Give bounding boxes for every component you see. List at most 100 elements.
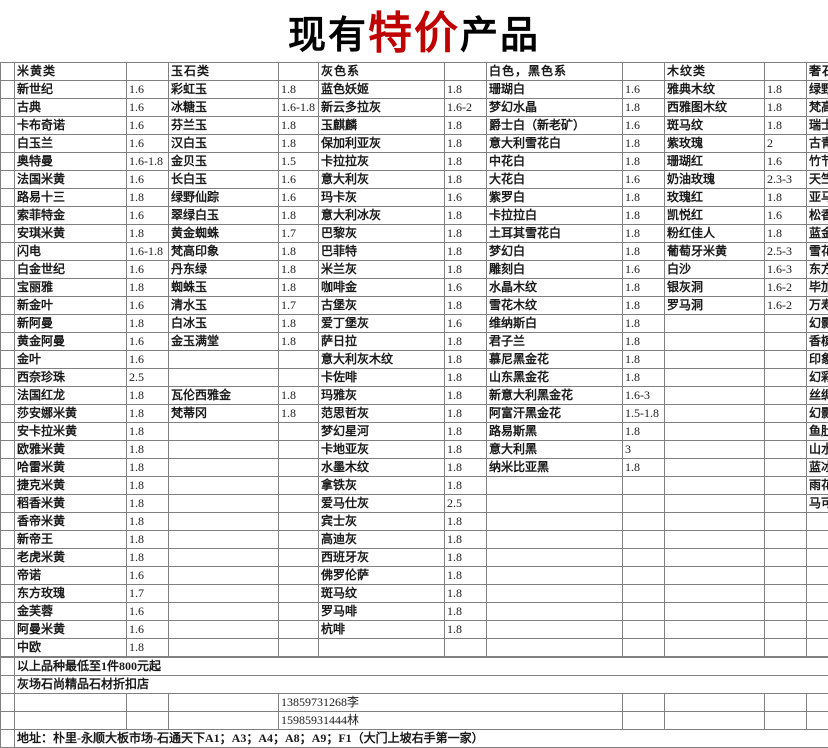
- product-name-cell[interactable]: 玫瑰红: [665, 189, 765, 207]
- product-price-cell[interactable]: 1.6: [127, 207, 169, 225]
- product-price-cell[interactable]: 1.8: [279, 117, 319, 135]
- product-price-cell[interactable]: 1.8: [765, 189, 807, 207]
- product-price-cell[interactable]: [279, 621, 319, 639]
- product-name-cell[interactable]: 卡拉拉灰: [319, 153, 445, 171]
- product-price-cell[interactable]: 1.6: [765, 153, 807, 171]
- product-name-cell[interactable]: 蓝色妖姬: [319, 81, 445, 99]
- product-price-cell[interactable]: [765, 567, 807, 585]
- product-price-cell[interactable]: 1.6-1.8: [127, 153, 169, 171]
- product-price-cell[interactable]: 1.8: [279, 261, 319, 279]
- product-name-cell[interactable]: 意大利冰灰: [319, 207, 445, 225]
- product-name-cell[interactable]: 翠绿白玉: [169, 207, 279, 225]
- product-price-cell[interactable]: [445, 639, 487, 657]
- product-price-cell[interactable]: [765, 441, 807, 459]
- product-price-cell[interactable]: [279, 603, 319, 621]
- product-name-cell[interactable]: 梵高印象: [169, 243, 279, 261]
- product-name-cell[interactable]: [487, 639, 623, 657]
- product-price-cell[interactable]: 1.8: [765, 99, 807, 117]
- product-price-cell[interactable]: 1.8: [765, 117, 807, 135]
- product-name-cell[interactable]: 稻香米黄: [15, 495, 127, 513]
- product-price-cell[interactable]: 2.3-3: [765, 171, 807, 189]
- product-name-cell[interactable]: 维纳斯白: [487, 315, 623, 333]
- product-price-cell[interactable]: 1.8: [445, 333, 487, 351]
- product-name-cell[interactable]: 罗马啡: [319, 603, 445, 621]
- product-name-cell[interactable]: 丹东绿: [169, 261, 279, 279]
- product-price-cell[interactable]: [279, 531, 319, 549]
- product-name-cell[interactable]: [487, 549, 623, 567]
- product-name-cell[interactable]: 山东黑金花: [487, 369, 623, 387]
- product-price-cell[interactable]: [279, 369, 319, 387]
- product-price-cell[interactable]: 1.8: [279, 405, 319, 423]
- product-name-cell[interactable]: 梵蒂冈: [169, 405, 279, 423]
- product-name-cell[interactable]: 范思哲灰: [319, 405, 445, 423]
- product-price-cell[interactable]: 1.8: [623, 99, 665, 117]
- product-name-cell[interactable]: [487, 621, 623, 639]
- product-name-cell[interactable]: 香帝米黄: [15, 513, 127, 531]
- product-price-cell[interactable]: 1.6: [623, 261, 665, 279]
- product-name-cell[interactable]: 哈雷米黄: [15, 459, 127, 477]
- product-price-cell[interactable]: 1.8: [445, 117, 487, 135]
- product-name-cell[interactable]: 雪花灰: [807, 243, 828, 261]
- product-price-cell[interactable]: [279, 459, 319, 477]
- product-price-cell[interactable]: 1.6-2: [765, 297, 807, 315]
- product-name-cell[interactable]: 亚马逊红: [807, 189, 828, 207]
- product-name-cell[interactable]: [665, 351, 765, 369]
- product-price-cell[interactable]: 1.8: [279, 207, 319, 225]
- product-price-cell[interactable]: [279, 423, 319, 441]
- product-price-cell[interactable]: [279, 567, 319, 585]
- product-price-cell[interactable]: 1.6: [127, 99, 169, 117]
- product-name-cell[interactable]: [169, 567, 279, 585]
- product-name-cell[interactable]: 水墨木纹: [319, 459, 445, 477]
- product-name-cell[interactable]: 新阿曼: [15, 315, 127, 333]
- product-name-cell[interactable]: 路易斯黑: [487, 423, 623, 441]
- product-price-cell[interactable]: 1.8: [623, 189, 665, 207]
- product-name-cell[interactable]: 东方白: [807, 261, 828, 279]
- product-price-cell[interactable]: 1.8: [279, 387, 319, 405]
- product-name-cell[interactable]: 纳米比亚黑: [487, 459, 623, 477]
- product-price-cell[interactable]: 1.6: [279, 171, 319, 189]
- product-name-cell[interactable]: 瑞士棕: [807, 117, 828, 135]
- product-name-cell[interactable]: [807, 549, 828, 567]
- product-name-cell[interactable]: 斑马纹: [665, 117, 765, 135]
- product-name-cell[interactable]: 玛卡灰: [319, 189, 445, 207]
- product-name-cell[interactable]: [665, 477, 765, 495]
- product-price-cell[interactable]: [623, 513, 665, 531]
- product-name-cell[interactable]: [319, 639, 445, 657]
- product-name-cell[interactable]: 长白玉: [169, 171, 279, 189]
- product-name-cell[interactable]: [807, 585, 828, 603]
- product-name-cell[interactable]: [665, 567, 765, 585]
- product-name-cell[interactable]: 米兰灰: [319, 261, 445, 279]
- product-price-cell[interactable]: 1.8: [279, 81, 319, 99]
- product-price-cell[interactable]: 1.8: [623, 297, 665, 315]
- product-name-cell[interactable]: [169, 459, 279, 477]
- product-name-cell[interactable]: [487, 477, 623, 495]
- product-price-cell[interactable]: 1.8: [623, 207, 665, 225]
- product-price-cell[interactable]: 1.8: [279, 315, 319, 333]
- product-name-cell[interactable]: 万寿红: [807, 297, 828, 315]
- product-price-cell[interactable]: 1.6-2: [765, 279, 807, 297]
- product-name-cell[interactable]: 杭啡: [319, 621, 445, 639]
- product-price-cell[interactable]: 1.8: [445, 513, 487, 531]
- product-name-cell[interactable]: 黄金蜘蛛: [169, 225, 279, 243]
- product-name-cell[interactable]: 香槟金: [807, 333, 828, 351]
- product-name-cell[interactable]: 爱马仕灰: [319, 495, 445, 513]
- product-name-cell[interactable]: 拿铁灰: [319, 477, 445, 495]
- product-price-cell[interactable]: 1.6-3: [623, 387, 665, 405]
- product-price-cell[interactable]: 1.7: [127, 585, 169, 603]
- product-name-cell[interactable]: 新金叶: [15, 297, 127, 315]
- product-price-cell[interactable]: 1.8: [127, 189, 169, 207]
- product-price-cell[interactable]: 1.8: [127, 387, 169, 405]
- product-price-cell[interactable]: 2: [765, 135, 807, 153]
- product-name-cell[interactable]: 土耳其雪花白: [487, 225, 623, 243]
- product-price-cell[interactable]: 1.8: [127, 531, 169, 549]
- product-name-cell[interactable]: 保加利亚灰: [319, 135, 445, 153]
- product-price-cell[interactable]: 1.6-1.8: [127, 243, 169, 261]
- product-price-cell[interactable]: 1.8: [445, 171, 487, 189]
- product-name-cell[interactable]: [169, 531, 279, 549]
- product-name-cell[interactable]: 闪电: [15, 243, 127, 261]
- product-name-cell[interactable]: 幻影蓝: [807, 405, 828, 423]
- product-name-cell[interactable]: [665, 639, 765, 657]
- product-price-cell[interactable]: [279, 441, 319, 459]
- product-name-cell[interactable]: 意大利雪花白: [487, 135, 623, 153]
- product-price-cell[interactable]: 1.6: [127, 333, 169, 351]
